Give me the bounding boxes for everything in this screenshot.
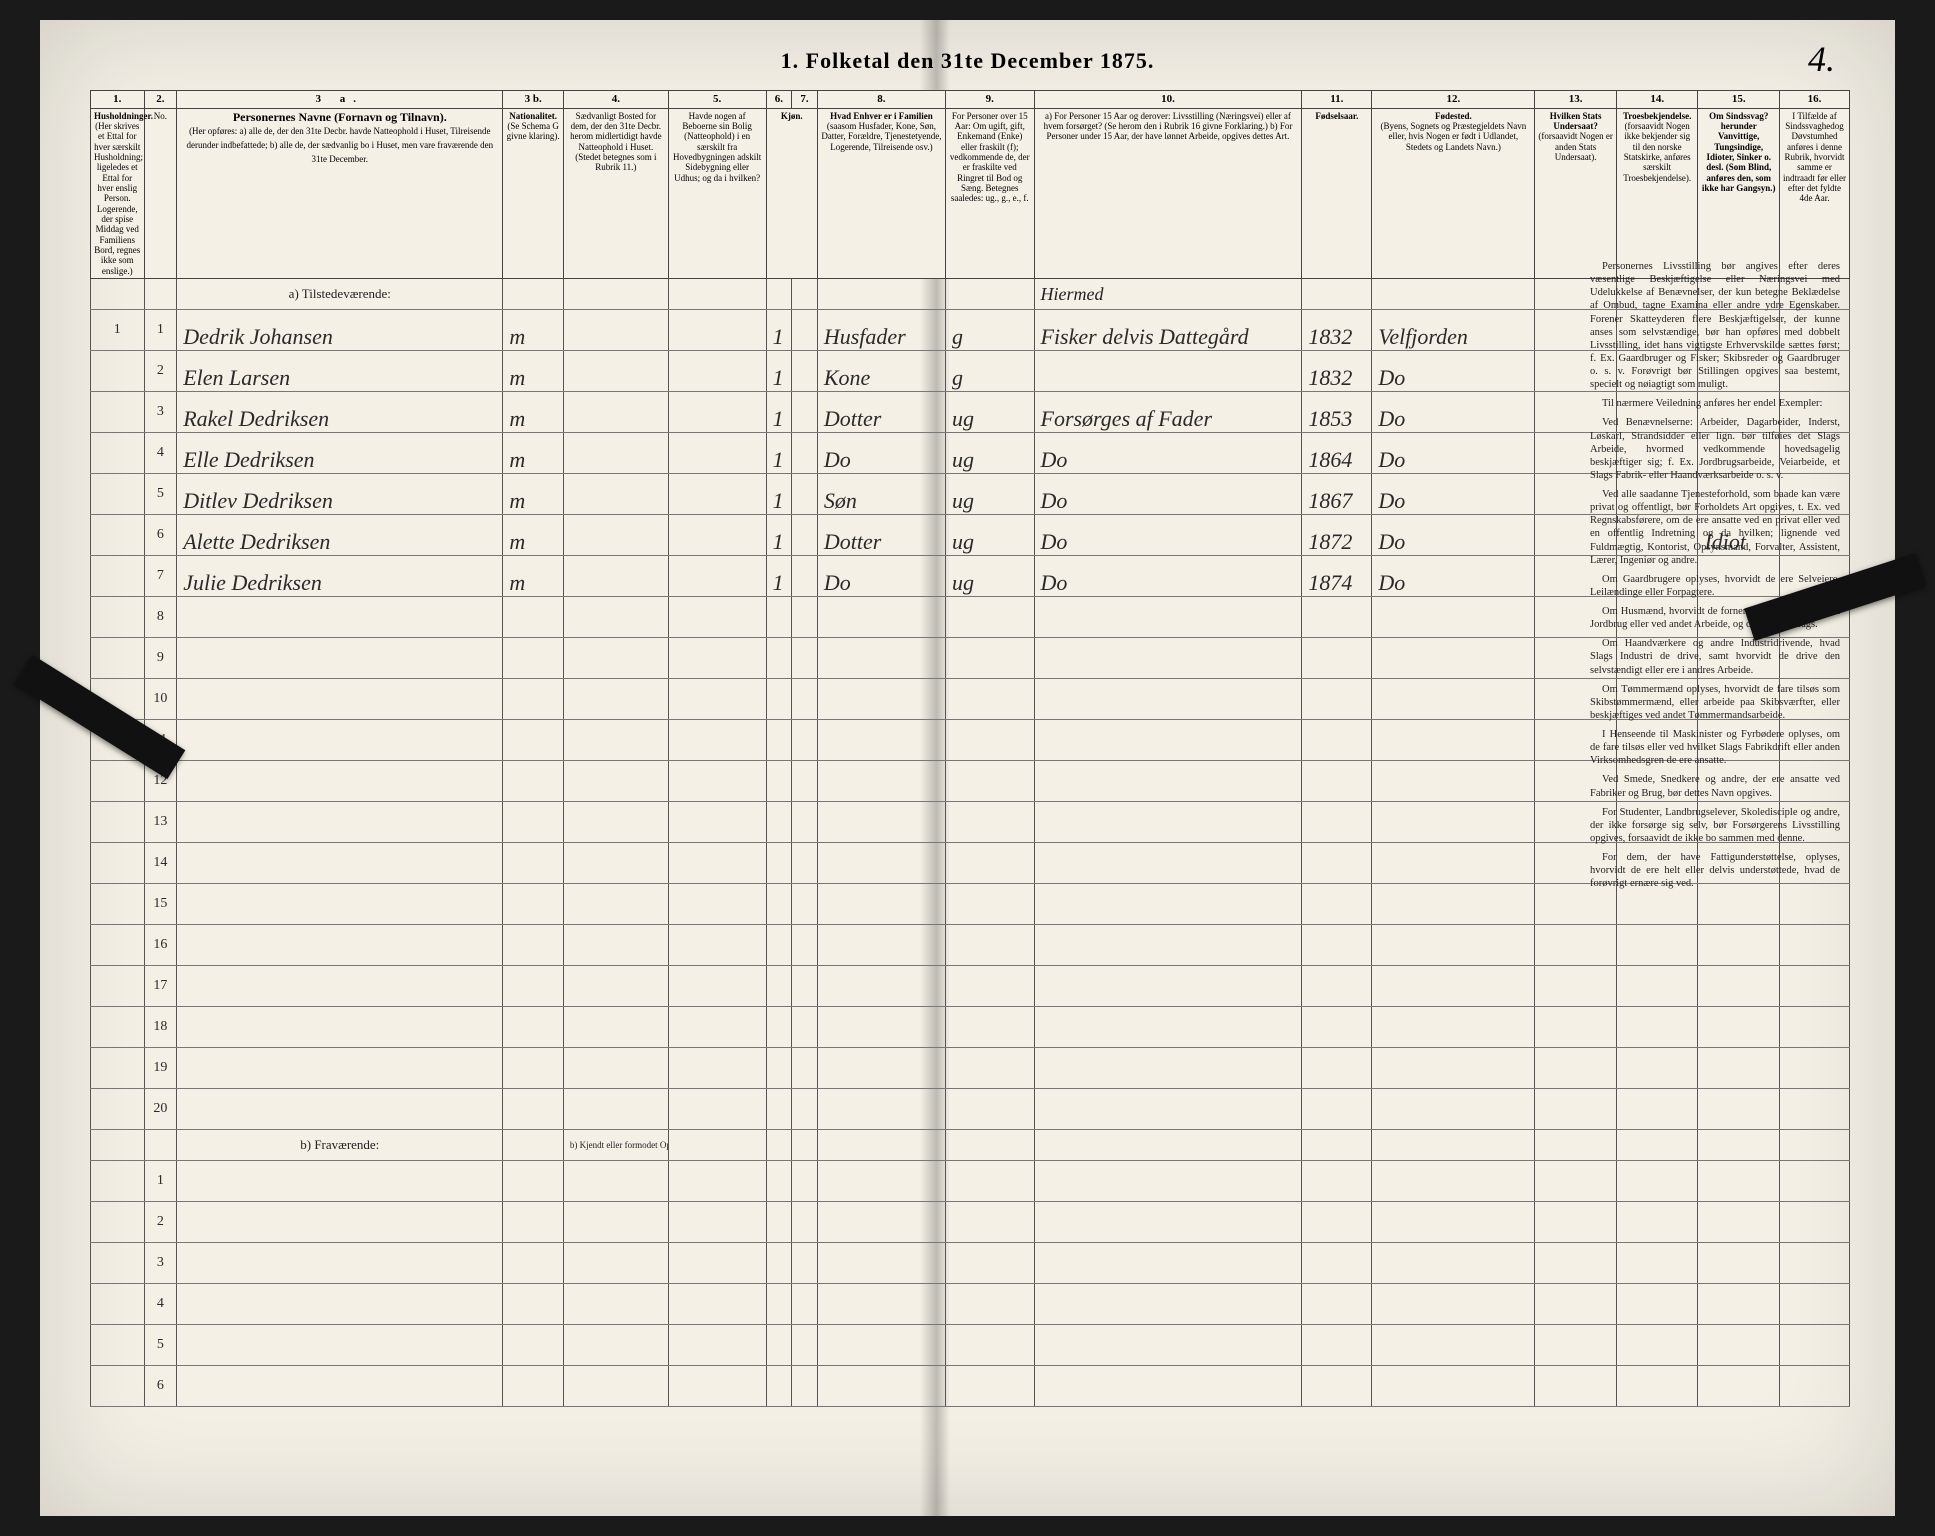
col-num-4: 3 b. bbox=[503, 91, 564, 109]
col-3b-header: Nationalitet.(Se Schema G givne klaring)… bbox=[503, 108, 564, 279]
table-row: 18 bbox=[91, 1007, 1850, 1048]
page-title: 1. Folketal den 31te December 1875. bbox=[40, 20, 1895, 74]
col-num-5: 4. bbox=[563, 91, 668, 109]
col-8-header: For Personer over 15 Aar: Om ugift, gift… bbox=[945, 108, 1034, 279]
table-row: 10 bbox=[91, 679, 1850, 720]
col-num-13: 12. bbox=[1372, 91, 1535, 109]
rules-sidebar: Personernes Livsstilling bør angives eft… bbox=[1590, 260, 1840, 896]
rules-paragraph: For Studenter, Landbrugselever, Skoledis… bbox=[1590, 806, 1840, 845]
table-row: 15 bbox=[91, 884, 1850, 925]
col-num-6: 5. bbox=[668, 91, 766, 109]
table-row: 13 bbox=[91, 802, 1850, 843]
col-4-header: Sædvanligt Bosted for dem, der den 31te … bbox=[563, 108, 668, 279]
section-b-header: b) Fraværende:b) Kjendt eller formodet O… bbox=[91, 1130, 1850, 1161]
rules-paragraph: Ved Benævnelserne: Arbeider, Dagarbeider… bbox=[1590, 416, 1840, 482]
col-num-15: 14. bbox=[1616, 91, 1698, 109]
col-num-8: 7. bbox=[792, 91, 818, 109]
rules-paragraph: Personernes Livsstilling bør angives eft… bbox=[1590, 260, 1840, 391]
col-15-header: I Tilfælde af Sindssvaghedog Døvstumhed … bbox=[1779, 108, 1849, 279]
col-7-header: Hvad Enhver er i Familien(saasom Husfade… bbox=[817, 108, 945, 279]
col-num-3: 3 a. bbox=[177, 91, 503, 109]
col-13-header: Troesbekjendelse.(forsaavidt Nogen ikke … bbox=[1616, 108, 1698, 279]
census-page: 1. Folketal den 31te December 1875. 4. 1… bbox=[40, 20, 1895, 1516]
table-row: 14 bbox=[91, 843, 1850, 884]
table-row: 11Dedrik Johansenm1HusfadergFisker delvi… bbox=[91, 310, 1850, 351]
table-row: 20 bbox=[91, 1089, 1850, 1130]
table-row: 3 bbox=[91, 1243, 1850, 1284]
table-row: 2 bbox=[91, 1202, 1850, 1243]
col-1-header: Husholdninger.(Her skrives et Ettal for … bbox=[91, 108, 145, 279]
col-num-2: 2. bbox=[144, 91, 177, 109]
rules-paragraph: Ved Smede, Snedkere og andre, der ere an… bbox=[1590, 773, 1840, 799]
col-num-9: 8. bbox=[817, 91, 945, 109]
header-table: 1.2.3 a.3 b.4.5.6.7.8.9.10.11.12.13.14.1… bbox=[90, 90, 1850, 279]
rules-paragraph: Om Haandværkere og andre Industridrivend… bbox=[1590, 637, 1840, 676]
col-11-header: Fødested.(Byens, Sognets og Præstegjelde… bbox=[1372, 108, 1535, 279]
rules-paragraph: Ved alle saadanne Tjenesteforhold, som b… bbox=[1590, 488, 1840, 567]
col-6-header: Kjøn. bbox=[766, 108, 817, 279]
table-row: 9 bbox=[91, 638, 1850, 679]
table-row: 11 bbox=[91, 720, 1850, 761]
rules-paragraph: Om Tømmermænd oplyses, hvorvidt de fare … bbox=[1590, 683, 1840, 722]
table-row: 4 bbox=[91, 1284, 1850, 1325]
col-num-1: 1. bbox=[91, 91, 145, 109]
table-row: 5 bbox=[91, 1325, 1850, 1366]
table-row: 8 bbox=[91, 597, 1850, 638]
col-num-14: 13. bbox=[1535, 91, 1617, 109]
data-table: a) Tilstedeværende:Hiermed11Dedrik Johan… bbox=[90, 279, 1850, 1407]
col-num-16: 15. bbox=[1698, 91, 1780, 109]
col-num-12: 11. bbox=[1302, 91, 1372, 109]
rules-paragraph: For dem, der have Fattigunderstøttelse, … bbox=[1590, 851, 1840, 890]
col-5-header: Havde nogen af Beboerne sin Bolig (Natte… bbox=[668, 108, 766, 279]
col-3a-header: Personernes Navne (Fornavn og Tilnavn).(… bbox=[177, 108, 503, 279]
table-row: 3Rakel Dedriksenm1DotterugForsørges af F… bbox=[91, 392, 1850, 433]
table-row: 17 bbox=[91, 966, 1850, 1007]
col-9-header: a) For Personer 15 Aar og derover: Livss… bbox=[1034, 108, 1302, 279]
table-row: 12 bbox=[91, 761, 1850, 802]
table-row: 1 bbox=[91, 1161, 1850, 1202]
table-row: 16 bbox=[91, 925, 1850, 966]
table-row: 6Alette Dedriksenm1DotterugDo1872DoIdiot bbox=[91, 515, 1850, 556]
col-num-17: 16. bbox=[1779, 91, 1849, 109]
table-row: 7Julie Dedriksenm1DougDo1874Do bbox=[91, 556, 1850, 597]
rules-paragraph: Til nærmere Veiledning anføres her endel… bbox=[1590, 397, 1840, 410]
table-row: 2Elen Larsenm1Koneg1832Do bbox=[91, 351, 1850, 392]
col-num-7: 6. bbox=[766, 91, 792, 109]
form-sheet: 1.2.3 a.3 b.4.5.6.7.8.9.10.11.12.13.14.1… bbox=[90, 90, 1850, 1407]
table-row: 6 bbox=[91, 1366, 1850, 1407]
col-2-header: No. bbox=[144, 108, 177, 279]
col-num-10: 9. bbox=[945, 91, 1034, 109]
section-a-header: a) Tilstedeværende:Hiermed bbox=[91, 279, 1850, 310]
table-row: 19 bbox=[91, 1048, 1850, 1089]
rules-paragraph: I Henseende til Maskinister og Fyrbødere… bbox=[1590, 728, 1840, 767]
table-row: 4Elle Dedriksenm1DougDo1864Do bbox=[91, 433, 1850, 474]
col-12-header: Hvilken Stats Undersaat?(forsaavidt Noge… bbox=[1535, 108, 1617, 279]
table-row: 5Ditlev Dedriksenm1SønugDo1867Do bbox=[91, 474, 1850, 515]
col-14-header: Om Sindssvag? herunder Vanvittige, Tungs… bbox=[1698, 108, 1780, 279]
page-number: 4. bbox=[1808, 38, 1835, 80]
col-10-header: Fødselsaar. bbox=[1302, 108, 1372, 279]
col-num-11: 10. bbox=[1034, 91, 1302, 109]
